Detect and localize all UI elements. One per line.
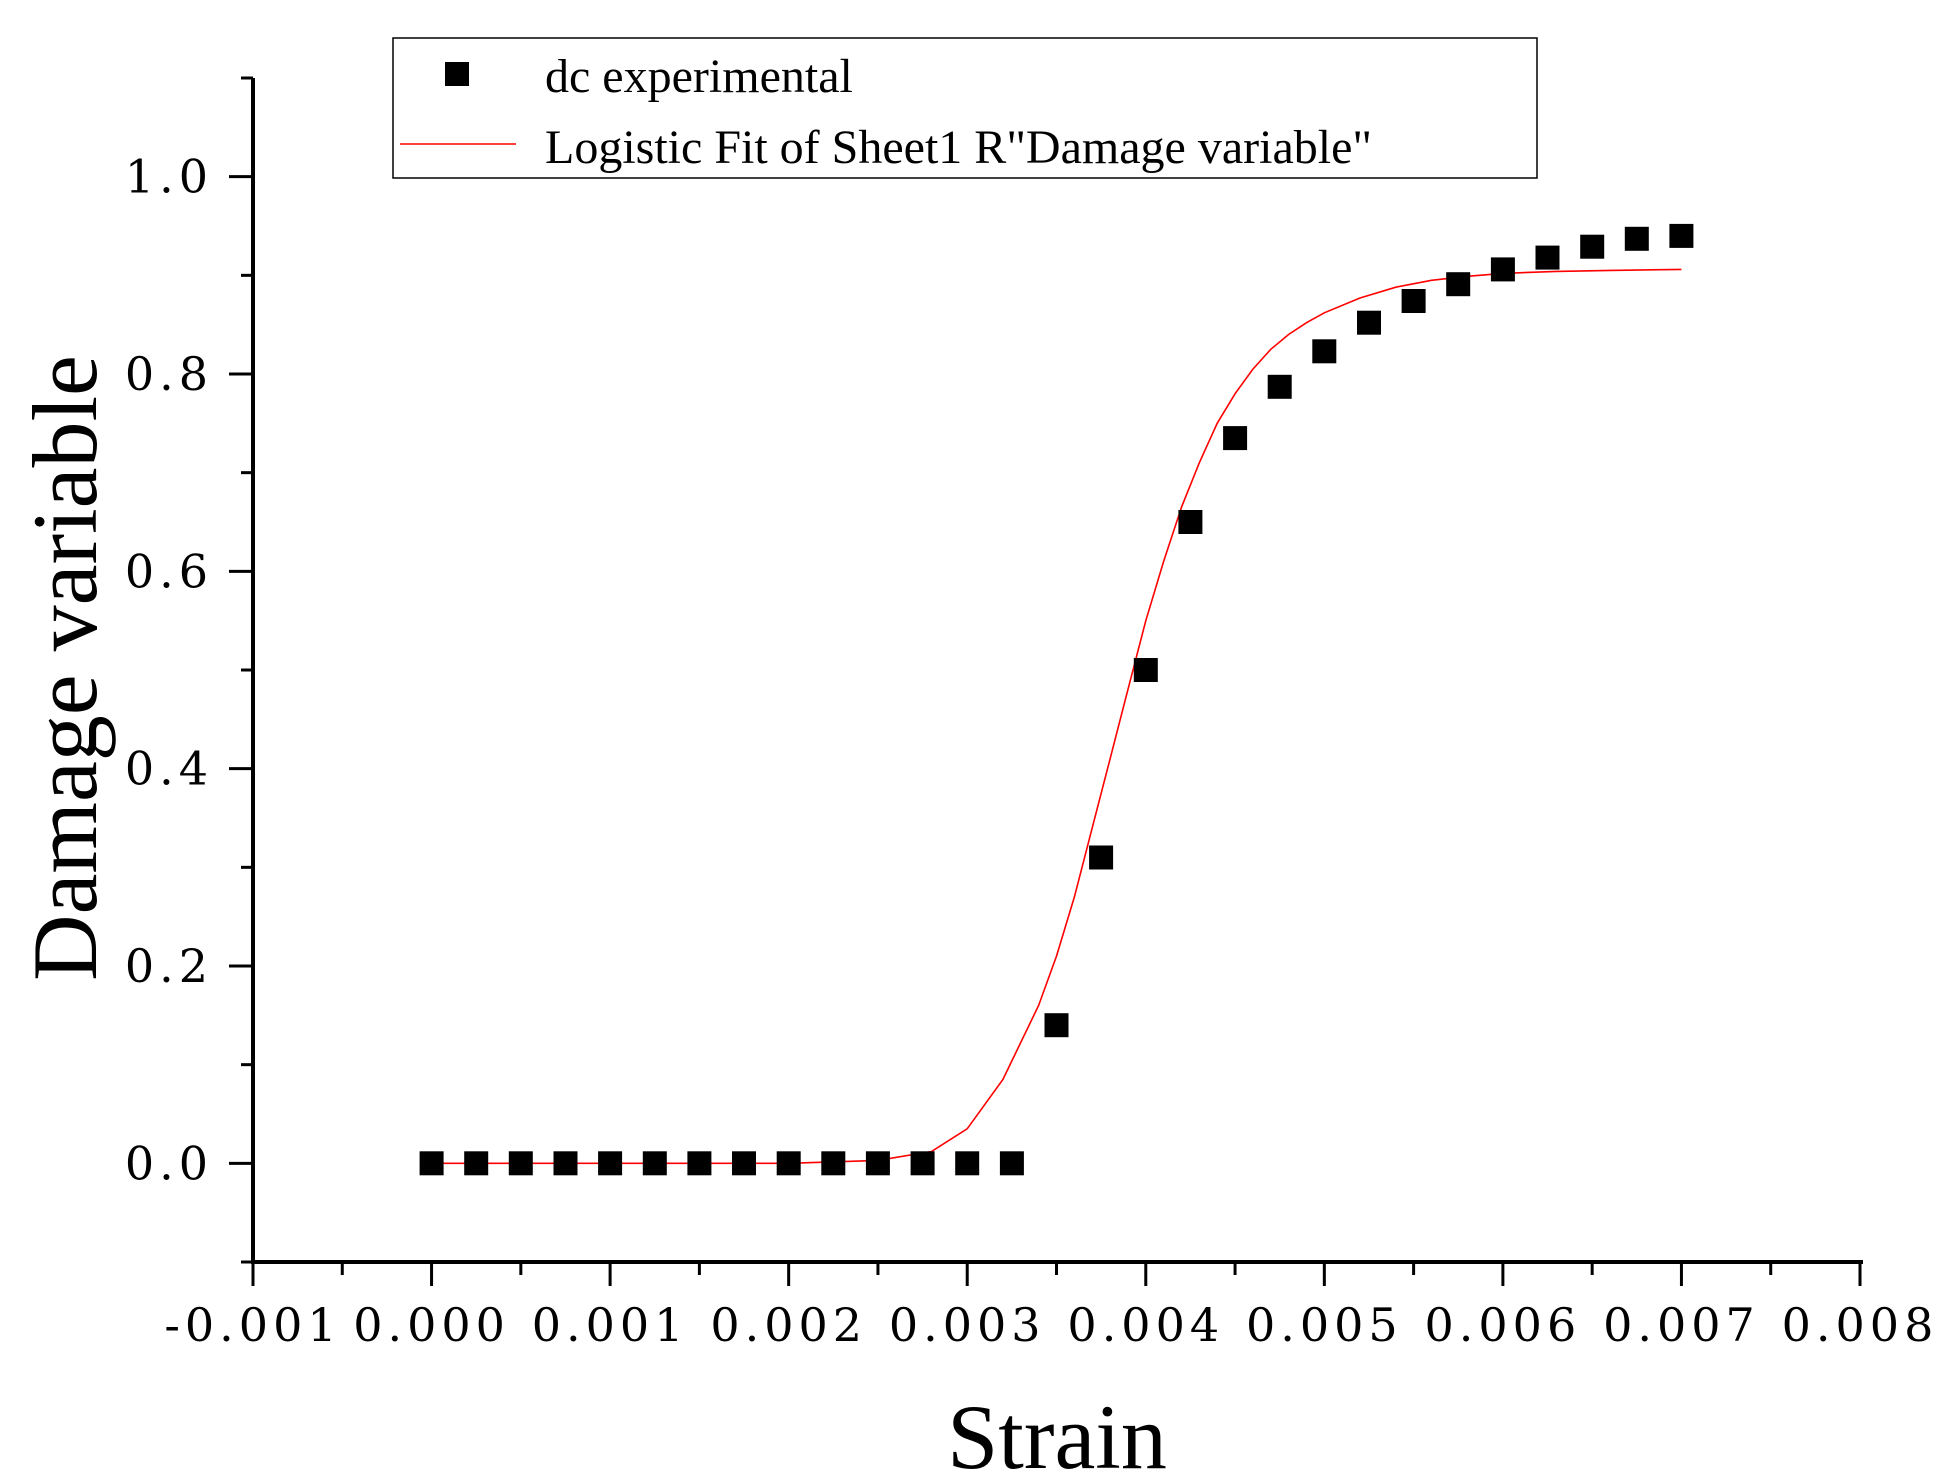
data-point xyxy=(910,1151,935,1176)
data-point xyxy=(464,1151,489,1176)
data-point xyxy=(955,1151,980,1176)
data-point xyxy=(776,1151,801,1176)
data-point xyxy=(1133,658,1158,682)
x-axis-title: Strain xyxy=(947,1386,1167,1484)
data-point xyxy=(1044,1013,1069,1038)
logistic-fit-line xyxy=(431,268,1682,1165)
y-ticks: 0.0 0.2 0.4 0.6 0.8 1.0 xyxy=(125,76,253,1264)
data-point xyxy=(1446,272,1471,297)
data-point xyxy=(1669,223,1694,248)
y-axis-title: Damage variable xyxy=(14,355,116,981)
y-tick-label: 1.0 xyxy=(125,150,213,204)
data-point xyxy=(687,1151,712,1176)
data-point xyxy=(642,1151,667,1176)
legend-label-logistic-fit: Logistic Fit of Sheet1 R"Damage variable… xyxy=(545,121,1372,174)
data-point xyxy=(1089,845,1114,870)
x-tick-label: 0.000 xyxy=(353,1298,510,1352)
legend-square-marker xyxy=(445,62,469,86)
data-point xyxy=(1267,374,1292,399)
data-point xyxy=(419,1151,444,1176)
data-point xyxy=(732,1151,756,1176)
y-tick-label: 0.6 xyxy=(125,544,213,598)
y-tick-label: 0.4 xyxy=(125,742,213,796)
x-tick-label: 0.008 xyxy=(1782,1298,1939,1352)
legend-label-dc-experimental: dc experimental xyxy=(545,50,853,103)
y-tick-label: 0.0 xyxy=(125,1136,213,1190)
legend: dc experimental Logistic Fit of Sheet1 R… xyxy=(392,37,1538,179)
x-tick-label: -0.001 xyxy=(164,1298,341,1352)
x-tick-label: 0.004 xyxy=(1067,1298,1224,1352)
data-point xyxy=(865,1151,890,1176)
x-tick-label: 0.001 xyxy=(532,1298,689,1352)
x-tick-label: 0.003 xyxy=(889,1298,1046,1352)
data-point xyxy=(1312,339,1337,364)
data-point xyxy=(1580,234,1605,259)
data-point xyxy=(553,1151,578,1176)
data-point xyxy=(598,1151,623,1176)
x-tick-label: 0.006 xyxy=(1425,1298,1582,1352)
data-point xyxy=(821,1151,846,1176)
data-point xyxy=(1535,245,1560,270)
data-point xyxy=(1178,510,1203,534)
plot-area: -0.001 0.000 0.001 0.002 0.003 0.004 0.005 0.00… xyxy=(125,76,1939,1352)
x-tick-label: 0.007 xyxy=(1603,1298,1760,1352)
legend-frame xyxy=(392,37,1538,179)
x-tick-label: 0.005 xyxy=(1246,1298,1403,1352)
x-ticks: -0.001 0.000 0.001 0.002 0.003 0.004 0.005 0.00… xyxy=(164,1262,1939,1352)
experimental-markers xyxy=(419,223,1694,1176)
data-point xyxy=(1401,289,1426,313)
y-tick-label: 0.2 xyxy=(125,939,213,993)
y-tick-label: 0.8 xyxy=(125,347,213,401)
data-point xyxy=(1357,310,1381,335)
data-point xyxy=(1624,226,1649,251)
data-point xyxy=(1490,257,1515,282)
x-tick-label: 0.002 xyxy=(710,1298,867,1352)
data-point xyxy=(1223,426,1248,451)
data-point xyxy=(999,1151,1024,1176)
data-point xyxy=(508,1151,533,1176)
